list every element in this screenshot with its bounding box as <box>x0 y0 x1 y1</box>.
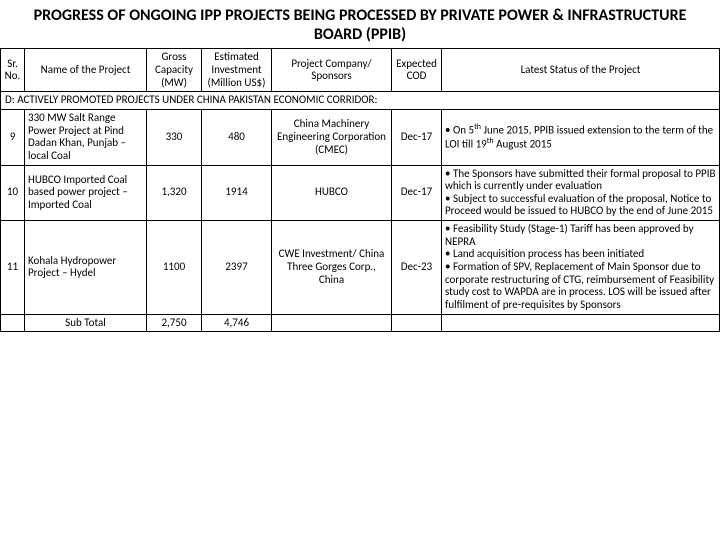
header-comp: Project Company/ Sponsors <box>272 49 392 92</box>
subtotal-cap: 2,750 <box>147 314 202 332</box>
cell-comp: China Machinery Engineering Corporation … <box>272 109 392 165</box>
cell-cap: 1100 <box>147 221 202 314</box>
cell-cod: Dec-23 <box>392 221 442 314</box>
header-row: Sr. No. Name of the Project Gross Capaci… <box>1 49 720 92</box>
cell-comp: CWE Investment/ China Three Gorges Corp.… <box>272 221 392 314</box>
table-row: 11 Kohala Hydropower Project – Hydel 110… <box>1 221 720 314</box>
page-title: PROGRESS OF ONGOING IPP PROJECTS BEING P… <box>0 0 720 48</box>
cell-inv: 480 <box>202 109 272 165</box>
subtotal-blank <box>272 314 392 332</box>
subtotal-inv: 4,746 <box>202 314 272 332</box>
projects-table: Sr. No. Name of the Project Gross Capaci… <box>0 48 720 332</box>
header-cod: Expected COD <box>392 49 442 92</box>
cell-stat: • On 5th June 2015, PPIB issued extensio… <box>442 109 720 165</box>
subtotal-blank <box>442 314 720 332</box>
cell-sr: 9 <box>1 109 25 165</box>
cell-stat: • The Sponsors have submitted their form… <box>442 165 720 221</box>
cell-cod: Dec-17 <box>392 165 442 221</box>
header-sr: Sr. No. <box>1 49 25 92</box>
cell-name: HUBCO Imported Coal based power project … <box>25 165 147 221</box>
cell-cap: 1,320 <box>147 165 202 221</box>
header-inv: Estimated Investment (Million US$) <box>202 49 272 92</box>
cell-name: 330 MW Salt Range Power Project at Pind … <box>25 109 147 165</box>
cell-cod: Dec-17 <box>392 109 442 165</box>
subtotal-blank <box>1 314 25 332</box>
section-row: D: ACTIVELY PROMOTED PROJECTS UNDER CHIN… <box>1 92 720 110</box>
header-name: Name of the Project <box>25 49 147 92</box>
cell-inv: 2397 <box>202 221 272 314</box>
table-row: 9 330 MW Salt Range Power Project at Pin… <box>1 109 720 165</box>
subtotal-row: Sub Total 2,750 4,746 <box>1 314 720 332</box>
cell-sr: 11 <box>1 221 25 314</box>
cell-sr: 10 <box>1 165 25 221</box>
cell-name: Kohala Hydropower Project – Hydel <box>25 221 147 314</box>
cell-comp: HUBCO <box>272 165 392 221</box>
section-label: D: ACTIVELY PROMOTED PROJECTS UNDER CHIN… <box>1 92 720 110</box>
header-cap: Gross Capacity (MW) <box>147 49 202 92</box>
subtotal-label: Sub Total <box>25 314 147 332</box>
cell-cap: 330 <box>147 109 202 165</box>
subtotal-blank <box>392 314 442 332</box>
header-stat: Latest Status of the Project <box>442 49 720 92</box>
table-row: 10 HUBCO Imported Coal based power proje… <box>1 165 720 221</box>
cell-stat: • Feasibility Study (Stage-1) Tariff has… <box>442 221 720 314</box>
cell-inv: 1914 <box>202 165 272 221</box>
